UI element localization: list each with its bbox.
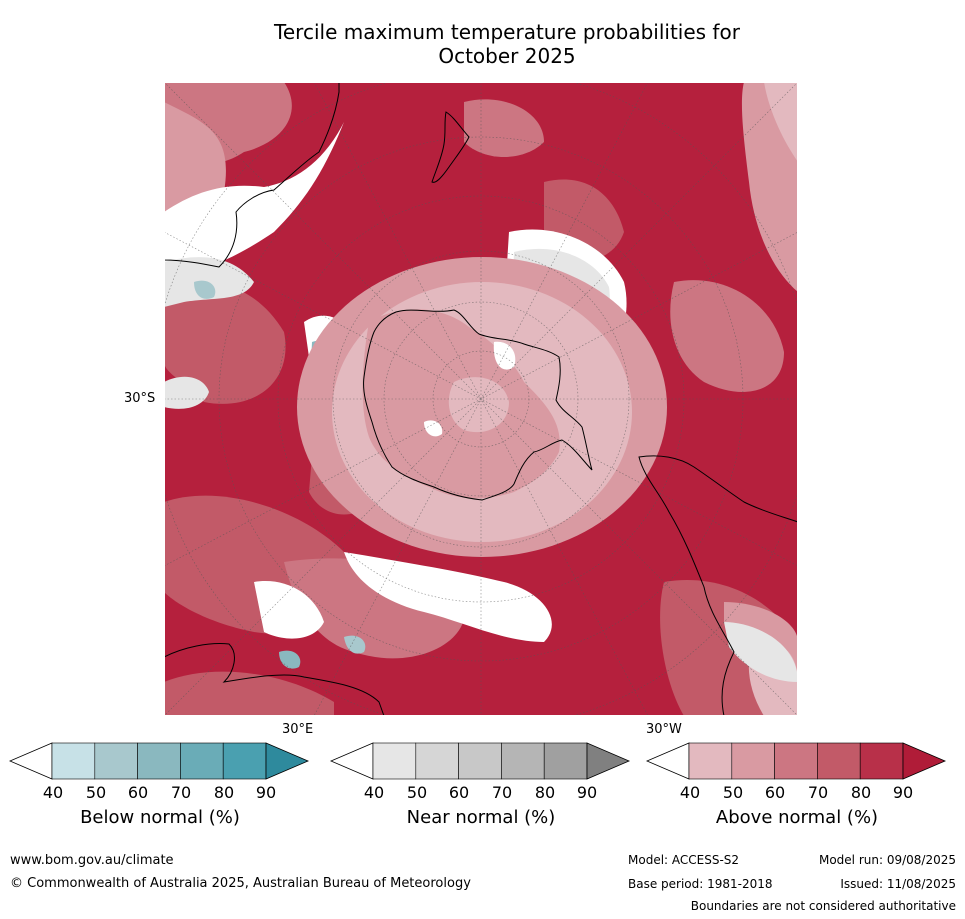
colorbar-above-swatches xyxy=(645,742,947,780)
australia-coast xyxy=(164,82,340,268)
colorbar-max-extend xyxy=(902,742,947,780)
colorbar-below-normal xyxy=(8,742,310,780)
colorbar-swatch xyxy=(731,742,775,780)
lon-label-30w: 30°W xyxy=(646,722,682,737)
colorbar-swatch xyxy=(372,742,417,780)
tick-label: 40 xyxy=(42,783,64,802)
colorbar-min-extend xyxy=(645,742,690,780)
antarctic-region xyxy=(297,257,667,557)
south-america-coast xyxy=(638,455,798,716)
colorbar-swatch xyxy=(688,742,733,780)
tick-label: 90 xyxy=(255,783,277,802)
africa-coast xyxy=(164,643,385,716)
tick-label: 80 xyxy=(534,783,556,802)
colorbar-swatch xyxy=(415,742,459,780)
colorbar-max-extend xyxy=(586,742,631,780)
graticule xyxy=(164,82,798,716)
colorbar-swatch xyxy=(180,742,224,780)
base-period-text: Base period: 1981-2018 xyxy=(628,877,773,891)
colorbar-swatch xyxy=(817,742,861,780)
lat-label-30s: 30°S xyxy=(124,391,156,406)
coastlines xyxy=(164,82,798,716)
colorbar-swatch xyxy=(774,742,818,780)
tick-label: 40 xyxy=(363,783,385,802)
map-title-line2: October 2025 xyxy=(438,44,576,68)
copyright-text: © Commonwealth of Australia 2025, Austra… xyxy=(10,876,471,891)
website-link[interactable]: www.bom.gov.au/climate xyxy=(10,853,174,868)
disclaimer-text: Boundaries are not considered authoritat… xyxy=(690,899,956,913)
colorbar-near-normal xyxy=(329,742,631,780)
colorbar-below-title: Below normal (%) xyxy=(80,807,240,828)
tick-label: 60 xyxy=(448,783,470,802)
issued-text: Issued: 11/08/2025 xyxy=(840,877,956,891)
new-zealand-coast xyxy=(431,111,470,183)
colorbar-max-extend xyxy=(265,742,310,780)
lon-label-30e: 30°E xyxy=(282,722,314,737)
tick-label: 50 xyxy=(722,783,744,802)
probability-map xyxy=(164,82,798,716)
colorbar-swatch xyxy=(859,742,904,780)
colorbar-min-extend xyxy=(8,742,53,780)
tick-label: 80 xyxy=(850,783,872,802)
tick-label: 50 xyxy=(406,783,428,802)
tick-label: 70 xyxy=(491,783,513,802)
model-text: Model: ACCESS-S2 xyxy=(628,853,740,867)
tick-label: 40 xyxy=(679,783,701,802)
colorbar-swatch xyxy=(137,742,181,780)
colorbar-swatch xyxy=(458,742,502,780)
colorbar-above-title: Above normal (%) xyxy=(715,807,879,828)
colorbar-min-extend xyxy=(329,742,374,780)
colorbar-above-normal xyxy=(645,742,947,780)
colorbar-swatch xyxy=(543,742,588,780)
colorbar-near-swatches xyxy=(329,742,631,780)
tick-label: 90 xyxy=(576,783,598,802)
colorbar-near-title: Near normal (%) xyxy=(406,807,556,828)
colorbar-swatch xyxy=(501,742,545,780)
tick-label: 70 xyxy=(170,783,192,802)
tick-label: 80 xyxy=(213,783,235,802)
tick-label: 90 xyxy=(892,783,914,802)
map-title-line1: Tercile maximum temperature probabilitie… xyxy=(274,20,740,44)
antarctica-coast xyxy=(363,309,593,501)
model-run-text: Model run: 09/08/2025 xyxy=(818,853,956,867)
tick-label: 50 xyxy=(85,783,107,802)
tick-label: 60 xyxy=(127,783,149,802)
colorbar-swatch xyxy=(94,742,138,780)
tick-label: 60 xyxy=(764,783,786,802)
colorbar-swatch xyxy=(222,742,267,780)
colorbar-swatch xyxy=(51,742,96,780)
map-title: Tercile maximum temperature probabilitie… xyxy=(160,20,854,68)
colorbar-below-swatches xyxy=(8,742,310,780)
tick-label: 70 xyxy=(807,783,829,802)
